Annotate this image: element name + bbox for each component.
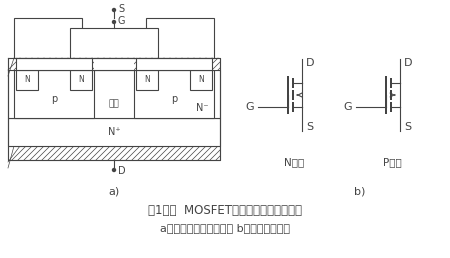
Text: 沟道: 沟道 — [108, 100, 119, 109]
Text: S: S — [306, 122, 313, 132]
Text: p: p — [51, 94, 57, 104]
Text: N: N — [24, 76, 30, 85]
Bar — [14, 18, 82, 58]
Text: a): a) — [108, 187, 120, 197]
Bar — [94, 58, 134, 70]
Text: P沟道: P沟道 — [382, 157, 401, 167]
Text: D: D — [118, 166, 126, 176]
Text: N⁺: N⁺ — [108, 127, 120, 137]
Bar — [8, 58, 220, 70]
Circle shape — [112, 9, 116, 12]
Text: N: N — [198, 76, 204, 85]
Text: S: S — [404, 122, 411, 132]
Text: N⁻: N⁻ — [196, 103, 208, 113]
Bar — [8, 118, 220, 146]
Text: 图1功率  MOSFET的结构和电气图形符号: 图1功率 MOSFET的结构和电气图形符号 — [148, 204, 302, 216]
Text: N: N — [78, 76, 84, 85]
Bar — [134, 70, 214, 118]
Text: p: p — [171, 94, 177, 104]
Bar — [136, 70, 158, 90]
Bar — [190, 70, 212, 90]
Text: b): b) — [354, 187, 366, 197]
Text: G: G — [245, 102, 254, 112]
Circle shape — [112, 20, 116, 23]
Bar — [14, 70, 94, 118]
Circle shape — [112, 168, 116, 172]
Text: N: N — [144, 76, 150, 85]
Bar — [70, 28, 158, 58]
Text: G: G — [343, 102, 352, 112]
Text: D: D — [306, 58, 315, 68]
Bar — [16, 58, 92, 70]
Bar — [16, 70, 38, 90]
Bar — [8, 70, 220, 118]
Bar — [146, 18, 214, 58]
Bar — [8, 146, 220, 160]
Text: D: D — [404, 58, 413, 68]
Text: a）内部结构断面示意图 b）电气图形符号: a）内部结构断面示意图 b）电气图形符号 — [160, 223, 290, 233]
Text: G: G — [118, 16, 126, 26]
Text: S: S — [118, 4, 124, 14]
Bar — [136, 58, 212, 70]
Text: N沟道: N沟道 — [284, 157, 304, 167]
Bar — [70, 70, 92, 90]
